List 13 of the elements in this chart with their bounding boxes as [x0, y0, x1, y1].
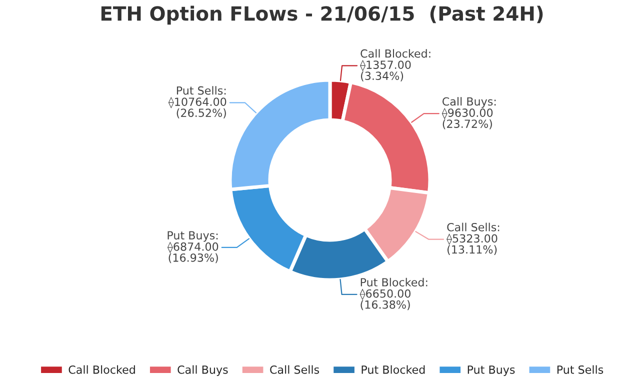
data-label: Call Buys: ⟠9630.00 (23.72%) — [442, 97, 496, 130]
data-label: Call Blocked: ⟠1357.00 (3.34%) — [360, 49, 430, 82]
legend-label: Call Blocked — [68, 365, 135, 374]
legend-label: Put Blocked — [362, 365, 425, 374]
legend-label: Put Buys — [468, 366, 515, 376]
data-label: Put Sells: ⟠10764.00 (26.52%) — [168, 86, 226, 118]
data-label: Put Blocked: ⟠6650.00 (16.38%) — [360, 278, 428, 310]
chart-title: ETH Option FLows - 21/06/15 (Past 24H) — [101, 6, 543, 25]
legend-label: Put Sells — [557, 365, 604, 374]
legend-label: Call Sells — [270, 365, 320, 374]
legend-label: Call Buys — [178, 365, 228, 376]
data-label: Put Buys: ⟠6874.00 (16.93%) — [167, 231, 218, 264]
data-label: Call Sells: ⟠5323.00 (13.11%) — [446, 222, 500, 255]
